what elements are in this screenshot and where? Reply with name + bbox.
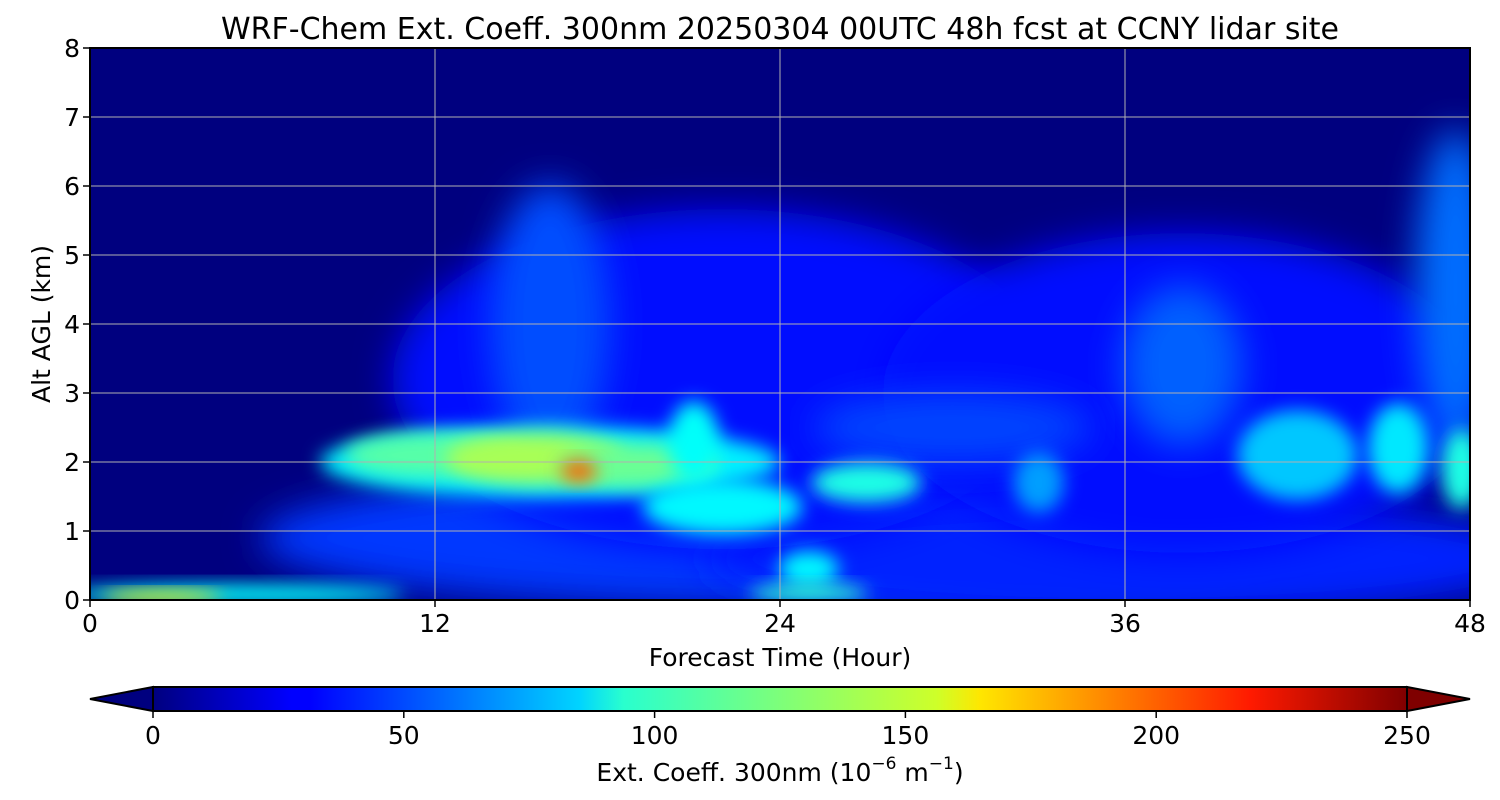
x-tick-label: 0 (82, 609, 98, 638)
y-tick-label: 0 (64, 586, 80, 615)
colorbar-label-mid: m (896, 758, 928, 787)
x-axis-label: Forecast Time (Hour) (649, 643, 912, 672)
heatmap-region (668, 401, 719, 482)
colorbar-label-exp2: −1 (929, 754, 954, 774)
x-axis: 0 12 24 36 48 (82, 600, 1486, 638)
y-tick-label: 6 (64, 172, 80, 201)
y-tick-label: 2 (64, 448, 80, 477)
heatmap-region (748, 584, 869, 600)
colorbar: 0 50 100 150 200 250 Ext. Coeff. 300nm (10−6 … (89, 685, 1471, 787)
y-tick-label: 8 (64, 34, 80, 63)
y-tick-label: 1 (64, 517, 80, 546)
colorbar-label-end: ) (954, 758, 964, 787)
heatmap-region (1013, 452, 1064, 513)
colorbar-label-exp1: −6 (871, 754, 896, 774)
heatmap-region (560, 460, 597, 482)
heatmap-region (778, 551, 839, 587)
colorbar-tick-label: 150 (882, 721, 930, 750)
heatmap-region (101, 591, 222, 600)
colorbar-tick-label: 200 (1132, 721, 1180, 750)
y-tick-label: 4 (64, 310, 80, 339)
heatmap-region (812, 392, 1093, 463)
heatmap-region (642, 478, 803, 535)
colorbar-extend-low (89, 685, 154, 713)
heatmap-region (1441, 428, 1470, 509)
colorbar-label-main: Ext. Coeff. 300nm (10 (596, 758, 871, 787)
x-tick-label: 48 (1454, 609, 1486, 638)
colorbar-tick-label: 100 (631, 721, 679, 750)
x-tick-label: 36 (1109, 609, 1141, 638)
heatmap-region (811, 462, 922, 503)
y-tick-label: 5 (64, 241, 80, 270)
colorbar-tick-label: 0 (145, 721, 161, 750)
chart-title: WRF-Chem Ext. Coeff. 300nm 20250304 00UT… (221, 12, 1339, 47)
colorbar-tick-label: 50 (388, 721, 420, 750)
x-tick-label: 24 (764, 609, 796, 638)
plot-area (89, 47, 1471, 601)
heatmap-region (1122, 285, 1243, 446)
colorbar-label: Ext. Coeff. 300nm (10−6 m−1) (596, 754, 963, 787)
colorbar-bar (152, 686, 1408, 712)
colorbar-extend-high (1406, 685, 1471, 713)
heatmap-region (1368, 403, 1429, 494)
x-tick-label: 12 (419, 609, 451, 638)
y-tick-label: 7 (64, 103, 80, 132)
y-tick-label: 3 (64, 379, 80, 408)
y-axis-label: Alt AGL (km) (27, 245, 56, 403)
colorbar-ticks: 0 50 100 150 200 250 (145, 711, 1431, 750)
heatmap-region (1415, 129, 1470, 450)
y-axis: 0 1 2 3 4 5 6 7 8 (64, 34, 90, 615)
colorbar-tick-label: 250 (1383, 721, 1431, 750)
grid-lines (90, 48, 1470, 600)
heatmap-region (1237, 410, 1358, 501)
